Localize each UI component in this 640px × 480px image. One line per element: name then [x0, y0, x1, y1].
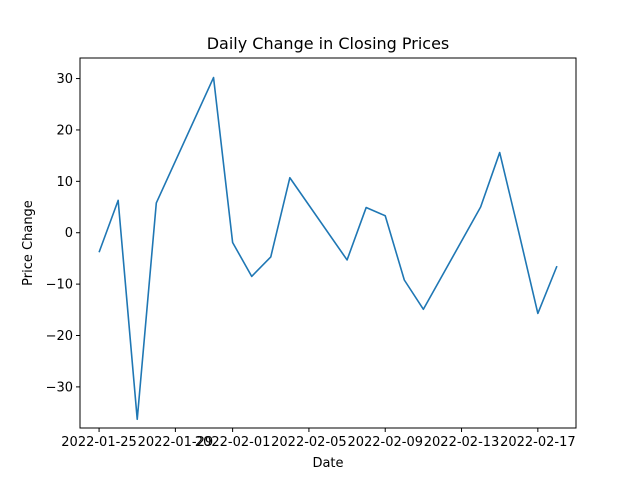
x-tick-label: 2022-02-01 [195, 435, 271, 450]
y-tick-label: −10 [46, 278, 73, 293]
x-tick-label: 2022-02-17 [500, 435, 576, 450]
axes-frame [79, 57, 577, 429]
x-tick-label: 2022-02-05 [271, 435, 347, 450]
x-tick-label: 2022-01-29 [138, 435, 214, 450]
y-tick-label: 20 [56, 123, 73, 138]
y-tick-label: −30 [46, 380, 73, 395]
y-axis: −30 −20 −10 0 10 20 30 [46, 72, 80, 395]
chart-title: Daily Change in Closing Prices [207, 34, 450, 53]
y-axis-label: Price Change [21, 200, 36, 286]
y-tick-label: 0 [65, 226, 73, 241]
x-tick-label: 2022-02-09 [347, 435, 423, 450]
x-axis-label: Date [312, 456, 343, 471]
plot-area [98, 76, 558, 421]
x-tick-label: 2022-01-25 [61, 435, 137, 450]
y-tick-label: −20 [46, 329, 73, 344]
x-tick-label: 2022-02-13 [424, 435, 500, 450]
y-tick-label: 10 [56, 175, 73, 190]
y-tick-label: 30 [56, 72, 73, 87]
